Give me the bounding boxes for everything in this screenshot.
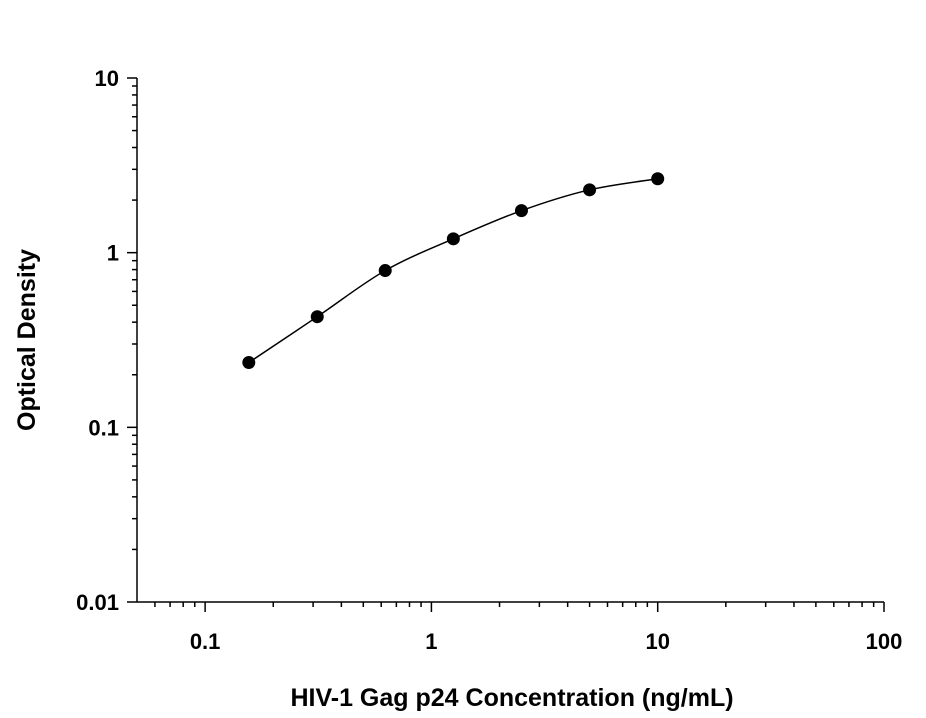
- data-point: [583, 183, 597, 197]
- data-point: [514, 204, 528, 218]
- y-tick-label: 0.1: [88, 415, 119, 440]
- x-tick-label: 0.1: [190, 629, 221, 654]
- x-axis-title: HIV-1 Gag p24 Concentration (ng/mL): [290, 684, 733, 712]
- y-tick-label: 10: [95, 66, 119, 91]
- x-tick-label: 10: [645, 629, 669, 654]
- y-axis-title: Optical Density: [13, 249, 41, 431]
- data-point: [651, 172, 665, 186]
- fit-curve: [248, 177, 658, 364]
- y-tick-label: 0.01: [76, 590, 119, 615]
- y-tick-label: 1: [107, 241, 119, 266]
- data-point: [446, 232, 460, 246]
- data-point: [242, 356, 256, 370]
- data-point: [378, 264, 392, 278]
- x-tick-label: 1: [425, 629, 437, 654]
- data-point: [310, 310, 324, 324]
- x-tick-label: 100: [866, 629, 903, 654]
